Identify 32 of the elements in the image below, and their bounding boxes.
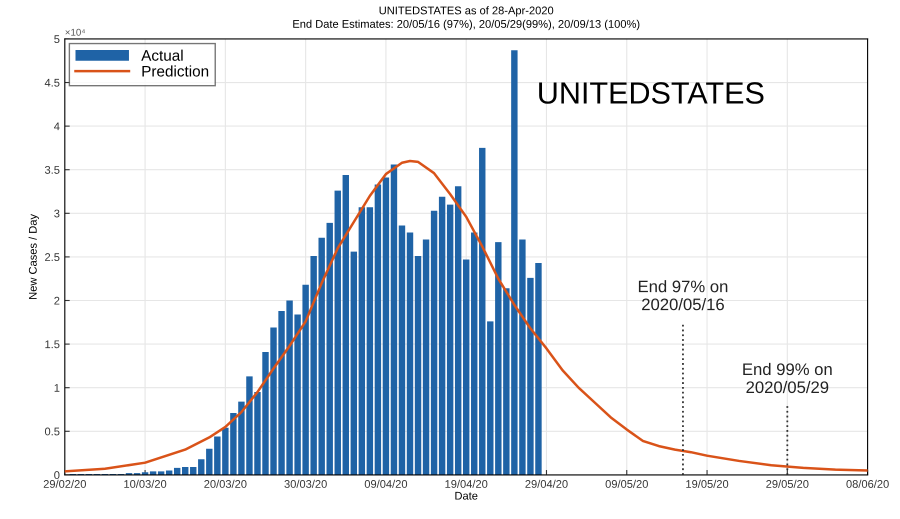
chart-title: UNITEDSTATES as of 28-Apr-2020 — [380, 6, 554, 17]
y-tick-label: 3.5 — [44, 166, 60, 174]
y-tick-label: 2 — [54, 296, 60, 305]
chart-subtitle: End Date Estimates: 20/05/16 (97%), 20/05/29(99%), 20/09/13 (100%) — [293, 20, 640, 30]
x-tick-label: 19/05/20 — [686, 480, 728, 488]
x-tick-label: 08/06/20 — [846, 480, 889, 488]
x-tick-label: 29/04/20 — [525, 480, 568, 488]
ref-line-label: End 99% on 2020/05/29 — [743, 362, 832, 394]
x-tick-label: 20/03/20 — [204, 480, 247, 488]
x-tick-label: 10/03/20 — [124, 480, 166, 488]
text: ×10⁴ — [65, 28, 85, 36]
legend-label: Actual — [141, 50, 183, 61]
x-tick-label: 19/04/20 — [445, 480, 488, 488]
x-tick-label: 30/03/20 — [284, 480, 327, 488]
x-tick-label: 09/04/20 — [364, 480, 408, 488]
y-tick-label: 1.5 — [45, 340, 60, 348]
y-tick-label: 1 — [54, 384, 60, 392]
y-tick-label: 2.5 — [45, 253, 60, 262]
y-tick-label: 0 — [54, 471, 60, 480]
x-tick-label: 09/05/20 — [606, 480, 648, 488]
y-tick-label: 5 — [54, 35, 60, 44]
ref-line-label: End 97% on 2020/05/16 — [638, 280, 728, 310]
y-tick-label: 3 — [54, 210, 60, 218]
y-tick-label: 0.5 — [44, 428, 60, 436]
y-tick-label: 4 — [54, 122, 60, 130]
y-tick-label: 4.5 — [44, 78, 60, 87]
y-axis-title: New Cases / Day — [28, 214, 39, 299]
legend-label: Prediction — [142, 65, 208, 77]
x-tick-label: 29/05/20 — [766, 480, 809, 488]
x-tick-label: 29/02/20 — [44, 480, 86, 488]
annotation: UNITEDSTATES — [539, 82, 764, 104]
x-axis-title: Date — [455, 492, 478, 500]
